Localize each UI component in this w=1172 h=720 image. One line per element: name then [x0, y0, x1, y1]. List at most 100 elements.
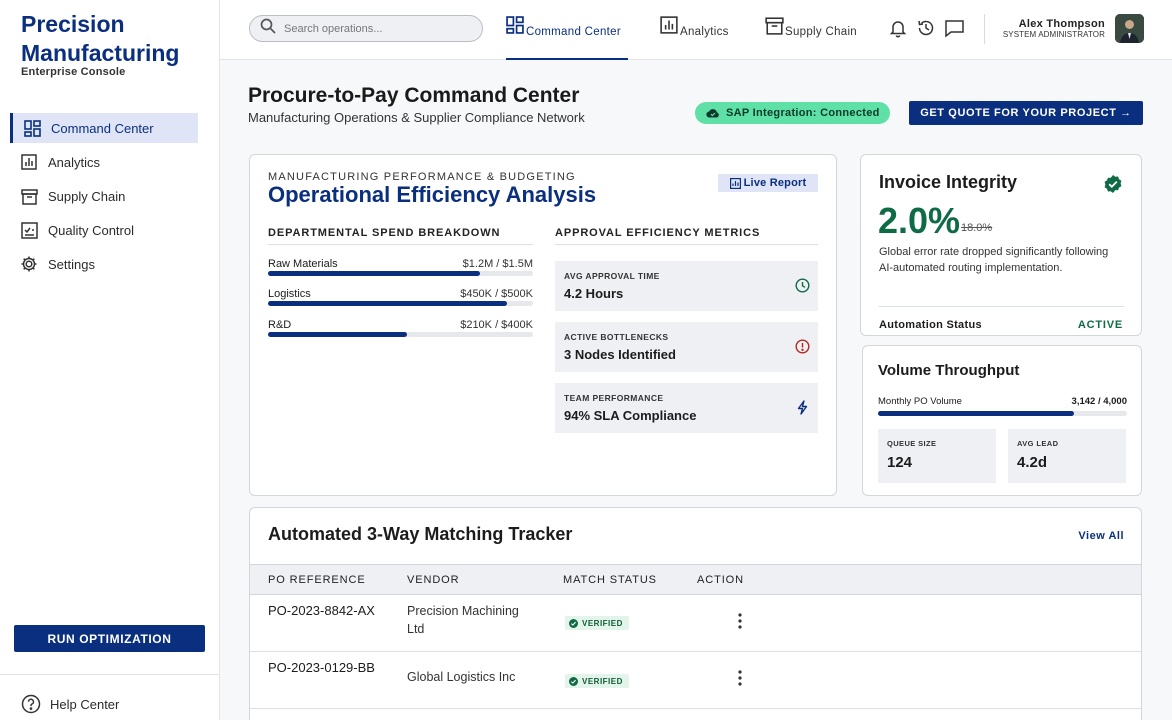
vendor-name: Global Logistics Inc [407, 670, 516, 684]
integration-status-label: SAP Integration: Connected [726, 107, 880, 119]
spend-item-value: $450K / $500K [460, 288, 533, 300]
run-optimization-button[interactable]: RUN OPTIMIZATION [14, 625, 205, 652]
column-header-po[interactable]: PO REFERENCE [268, 574, 366, 586]
sidebar-item-command-center[interactable]: Command Center [10, 113, 198, 143]
column-header-vendor[interactable]: VENDOR [407, 574, 460, 586]
top-icon-group [888, 18, 964, 38]
efficiency-title: Operational Efficiency Analysis [268, 182, 597, 207]
bar-chart-icon [20, 153, 38, 171]
monthly-po-volume-row: Monthly PO Volume 3,142 / 4,000 [878, 396, 1127, 407]
more-options-icon[interactable] [732, 669, 748, 687]
sidebar-item-supply-chain[interactable]: Supply Chain [10, 181, 198, 211]
tab-supply-chain[interactable]: Supply Chain [765, 16, 857, 60]
metric-value: 94% SLA Compliance [564, 408, 697, 423]
po-reference: PO-2023-8842-AX [268, 603, 375, 618]
tab-label: Command Center [526, 26, 621, 38]
spend-item-value: $1.2M / $1.5M [462, 258, 533, 270]
stat-value: 4.2d [1017, 454, 1048, 471]
avatar[interactable] [1115, 14, 1144, 43]
automation-status-value: ACTIVE [1077, 319, 1123, 331]
metric-active-bottlenecks: ACTIVE BOTTLENECKS 3 Nodes Identified [555, 322, 818, 372]
sidebar-item-quality-control[interactable]: Quality Control [10, 215, 198, 245]
match-status-badge: VERIFIED [565, 674, 629, 688]
metric-team-performance: TEAM PERFORMANCE 94% SLA Compliance [555, 383, 818, 433]
spend-item-logistics: Logistics $450K / $500K [268, 288, 533, 306]
archive-box-icon [20, 187, 38, 205]
metrics-heading-rule [555, 244, 818, 245]
tab-command-center[interactable]: Command Center [506, 16, 628, 60]
spend-item-rnd: R&D $210K / $400K [268, 319, 533, 337]
view-all-link[interactable]: View All [1078, 530, 1124, 542]
metric-label: AVG APPROVAL TIME [564, 271, 660, 281]
match-status-label: VERIFIED [582, 676, 623, 686]
spend-item-value: $210K / $400K [460, 319, 533, 331]
efficiency-card: MANUFACTURING PERFORMANCE & BUDGETING Op… [249, 154, 837, 496]
history-icon[interactable] [916, 18, 936, 38]
sidebar-divider [0, 674, 219, 675]
spend-item-raw-materials: Raw Materials $1.2M / $1.5M [268, 258, 533, 276]
top-bar: Command Center Analytics Supply Chain Al… [220, 0, 1172, 60]
brand-title: Precision Manufacturing [21, 11, 180, 66]
spend-heading-rule [268, 244, 533, 245]
search-input[interactable] [284, 22, 474, 35]
invoice-error-rate: 2.0% [878, 200, 961, 241]
chat-icon[interactable] [944, 18, 964, 38]
stat-avg-lead: AVG LEAD 4.2d [1008, 429, 1126, 483]
spend-progress-track [268, 332, 533, 337]
user-name: Alex Thompson [1018, 18, 1105, 30]
approval-metrics-heading: APPROVAL EFFICIENCY METRICS [555, 227, 761, 239]
spend-item-name: Raw Materials [268, 258, 338, 270]
check-circle-icon [569, 676, 578, 686]
bell-icon[interactable] [888, 18, 908, 38]
spend-progress-track [268, 301, 533, 306]
help-circle-icon [21, 694, 41, 714]
brand-subtitle: Enterprise Console [21, 66, 126, 78]
metric-value: 3 Nodes Identified [564, 347, 676, 362]
page-subtitle: Manufacturing Operations & Supplier Comp… [248, 110, 585, 125]
archive-box-icon [765, 16, 784, 35]
search-box[interactable] [249, 15, 483, 42]
gear-icon [20, 255, 38, 273]
help-center-link[interactable]: Help Center [21, 694, 119, 714]
monthly-po-volume-label: Monthly PO Volume [878, 396, 962, 407]
spend-progress-fill [268, 271, 480, 276]
sidebar-item-label: Settings [48, 256, 95, 272]
topbar-divider [984, 14, 985, 44]
invoice-description: Global error rate dropped significantly … [879, 246, 1109, 274]
metric-avg-approval-time: AVG APPROVAL TIME 4.2 Hours [555, 261, 818, 311]
matching-tracker-card: Automated 3-Way Matching Tracker View Al… [249, 507, 1142, 720]
volume-throughput-card: Volume Throughput Monthly PO Volume 3,14… [862, 345, 1142, 496]
cloud-check-icon [706, 106, 720, 120]
table-row[interactable]: PO-2023-0129-BB Global Logistics Inc VER… [250, 652, 1141, 709]
more-options-icon[interactable] [732, 612, 748, 630]
help-center-label: Help Center [50, 696, 120, 712]
column-header-status[interactable]: MATCH STATUS [563, 574, 657, 586]
live-report-button[interactable]: Live Report [718, 174, 818, 192]
sidebar-item-settings[interactable]: Settings [10, 249, 198, 279]
vendor-name: Precision Machining Ltd [407, 604, 519, 636]
monthly-po-volume-value: 3,142 / 4,000 [1071, 396, 1127, 407]
alert-circle-icon [795, 339, 810, 354]
sidebar-item-analytics[interactable]: Analytics [10, 147, 198, 177]
spend-progress-fill [268, 332, 408, 337]
metric-label: ACTIVE BOTTLENECKS [564, 332, 669, 342]
brand: Precision Manufacturing Enterprise Conso… [21, 10, 211, 78]
volume-throughput-title: Volume Throughput [878, 362, 1020, 379]
user-info[interactable]: Alex Thompson SYSTEM ADMINISTRATOR [1003, 18, 1105, 39]
sidebar-item-label: Command Center [51, 120, 154, 136]
stat-value: 124 [887, 454, 913, 471]
sidebar: Precision Manufacturing Enterprise Conso… [0, 0, 220, 720]
verified-badge-icon [1103, 174, 1123, 194]
table-row[interactable]: PO-2023-8842-AX Precision Machining Ltd … [250, 595, 1141, 652]
tab-analytics[interactable]: Analytics [660, 16, 729, 60]
sidebar-item-label: Quality Control [48, 222, 134, 238]
dashboard-icon [23, 119, 41, 137]
lightning-icon [795, 400, 810, 415]
invoice-previous-rate: 18.0% [961, 222, 993, 234]
column-header-action: ACTION [697, 574, 744, 586]
spend-item-name: R&D [268, 319, 292, 331]
get-quote-button[interactable]: GET QUOTE FOR YOUR PROJECT → [909, 101, 1143, 125]
stat-label: QUEUE SIZE [887, 439, 937, 448]
page-title: Procure-to-Pay Command Center [248, 84, 580, 107]
bar-chart-icon [660, 16, 678, 34]
